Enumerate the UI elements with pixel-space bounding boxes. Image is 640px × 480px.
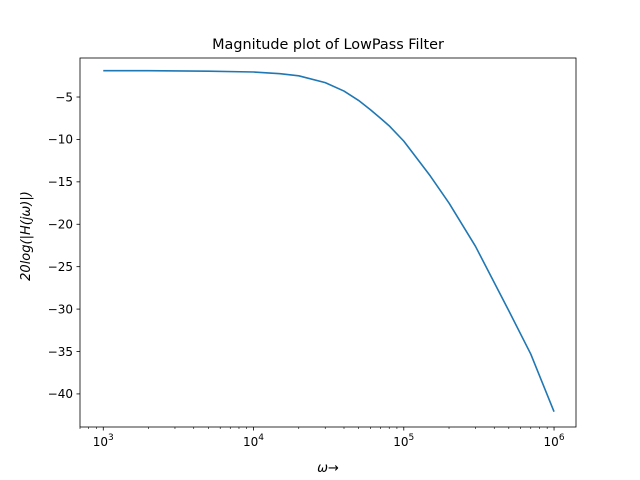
y-tick-label: −25	[48, 260, 73, 274]
x-tick-label: 105	[393, 433, 414, 449]
x-tick-label: 106	[544, 433, 565, 449]
x-tick-label: 103	[93, 433, 114, 449]
plot-area: 103 104 105 106 −5 −10 −15 −20 −25 −30 −35 −40	[48, 57, 577, 449]
y-tick-label: −30	[48, 302, 73, 316]
y-tick-label: −5	[55, 90, 73, 104]
y-tick-label: −40	[48, 387, 73, 401]
x-tick-label: 104	[243, 433, 264, 449]
chart-title: Magnitude plot of LowPass Filter	[212, 37, 444, 53]
y-tick-label: −10	[48, 133, 73, 147]
y-tick-label: −20	[48, 218, 73, 232]
y-axis-label: 20log(|H(jω)|)	[19, 191, 34, 281]
x-axis-label: ω→	[317, 461, 339, 476]
y-tick-label: −35	[48, 345, 73, 359]
plot-frame	[79, 57, 577, 428]
series-line-0	[103, 69, 555, 413]
y-tick-label: −15	[48, 175, 73, 189]
